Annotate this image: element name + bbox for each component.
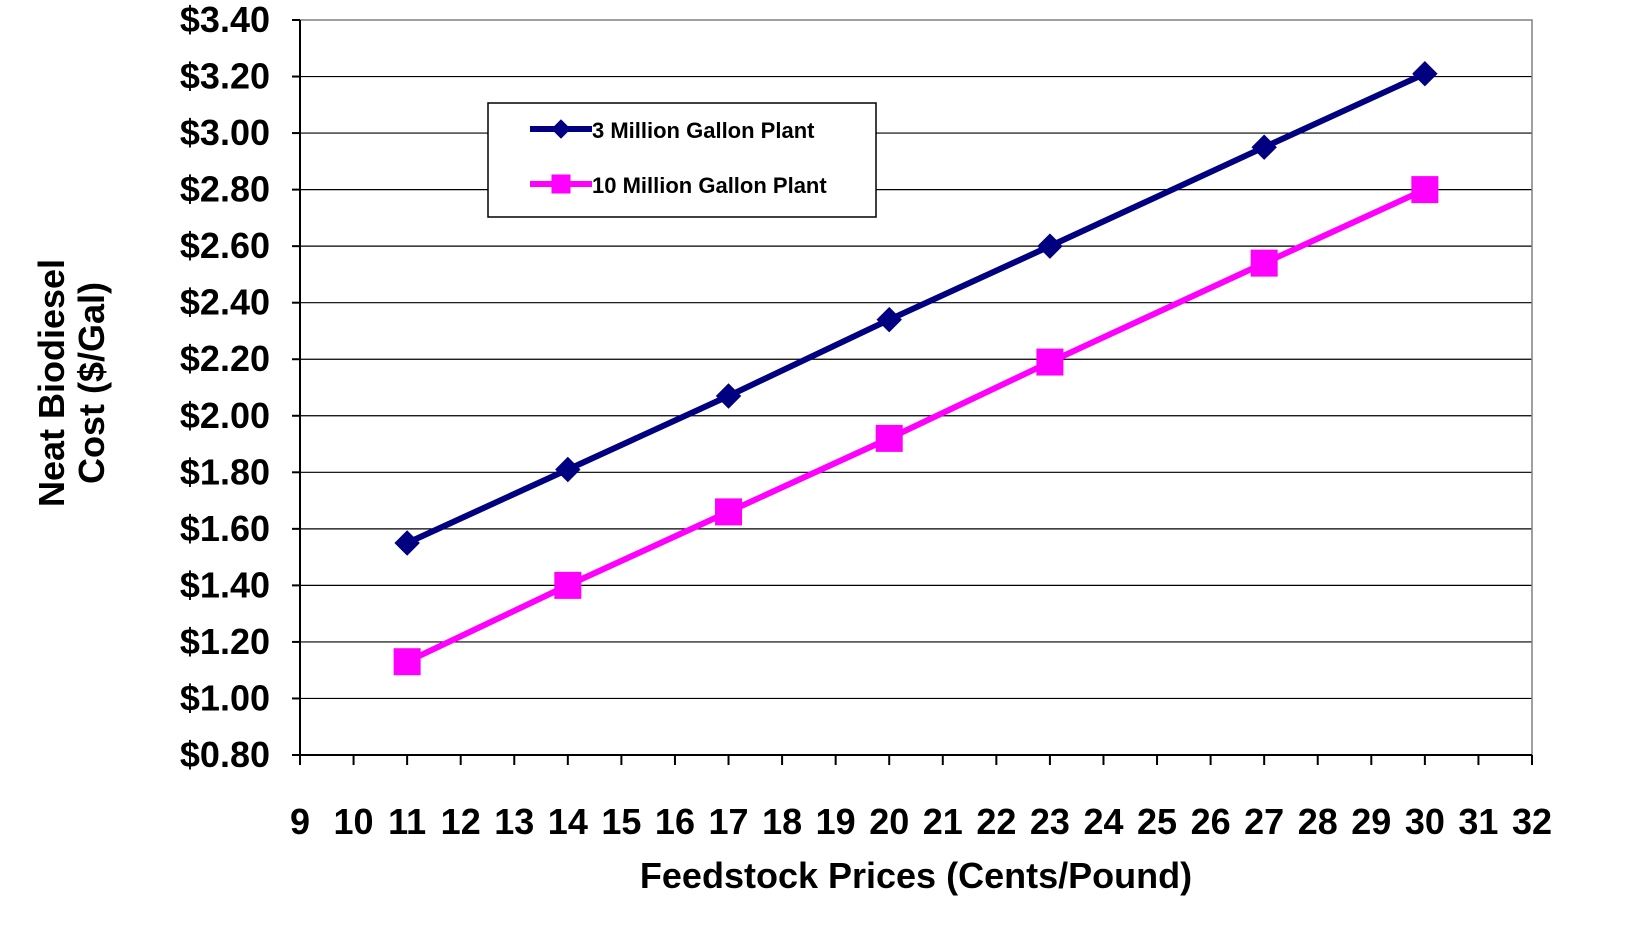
y-tick-label: $2.80 bbox=[180, 169, 270, 210]
data-point-series-2 bbox=[393, 648, 421, 676]
y-tick-label: $2.00 bbox=[180, 395, 270, 436]
x-tick-label: 18 bbox=[762, 801, 802, 842]
y-tick-label: $1.00 bbox=[180, 677, 270, 718]
legend: 3 Million Gallon Plant 10 Million Gallon … bbox=[487, 102, 877, 218]
x-tick-label: 9 bbox=[290, 801, 310, 842]
y-tick-label: $2.40 bbox=[180, 282, 270, 323]
x-tick-label: 12 bbox=[441, 801, 481, 842]
x-tick-label: 17 bbox=[708, 801, 748, 842]
series-layer bbox=[393, 61, 1439, 676]
x-tick-label: 32 bbox=[1512, 801, 1552, 842]
y-tick-label: $3.40 bbox=[180, 0, 270, 40]
data-point-series-2 bbox=[1250, 249, 1278, 277]
data-point-series-2 bbox=[715, 498, 743, 526]
x-tick-label: 13 bbox=[494, 801, 534, 842]
legend-label-2: 10 Million Gallon Plant bbox=[592, 173, 827, 198]
y-tick-label: $2.20 bbox=[180, 338, 270, 379]
x-tick-label: 19 bbox=[816, 801, 856, 842]
y-tick-label: $3.00 bbox=[180, 112, 270, 153]
x-tick-label: 30 bbox=[1405, 801, 1445, 842]
data-point-series-1 bbox=[1251, 134, 1277, 160]
y-axis-ticks: $3.40 $3.20 $3.00 $2.80 $2.60 $2.40 $2.20 $2.00… bbox=[180, 0, 300, 775]
x-tick-label: 11 bbox=[388, 801, 426, 842]
legend-label-1: 3 Million Gallon Plant bbox=[592, 118, 815, 143]
data-point-series-1 bbox=[1037, 233, 1063, 259]
y-tick-label: $0.80 bbox=[180, 734, 270, 775]
y-tick-label: $1.40 bbox=[180, 564, 270, 605]
x-tick-label: 31 bbox=[1458, 801, 1498, 842]
y-tick-label: $3.20 bbox=[180, 56, 270, 97]
data-point-series-1 bbox=[715, 383, 742, 409]
x-axis-ticks: 9 10 11 12 13 14 15 16 17 18 19 20 21 22 23 24 25 26 27 28 2… bbox=[290, 755, 1552, 842]
x-tick-label: 28 bbox=[1298, 801, 1338, 842]
y-axis-title: Neat Biodiesel Cost ($/Gal) bbox=[31, 259, 112, 507]
x-tick-label: 21 bbox=[923, 801, 963, 842]
x-tick-label: 25 bbox=[1137, 801, 1177, 842]
legend-box bbox=[487, 102, 877, 218]
data-point-series-1 bbox=[1412, 61, 1438, 87]
data-point-series-1 bbox=[394, 530, 420, 556]
y-axis-title-line-2: Cost ($/Gal) bbox=[71, 282, 112, 484]
data-point-series-2 bbox=[554, 571, 582, 599]
y-tick-label: $1.20 bbox=[180, 621, 270, 662]
legend-marker-1 bbox=[551, 119, 571, 139]
x-tick-label: 16 bbox=[655, 801, 695, 842]
data-point-series-1 bbox=[555, 456, 581, 483]
x-tick-label: 20 bbox=[869, 801, 909, 842]
data-point-series-2 bbox=[1411, 176, 1439, 204]
x-tick-label: 22 bbox=[976, 801, 1016, 842]
legend-marker-2 bbox=[551, 174, 571, 194]
x-tick-label: 23 bbox=[1030, 801, 1070, 842]
plot-area bbox=[299, 19, 1533, 756]
y-tick-label: $1.60 bbox=[180, 508, 270, 549]
x-tick-label: 14 bbox=[548, 801, 588, 842]
x-axis-title: Feedstock Prices (Cents/Pound) bbox=[640, 855, 1192, 896]
x-tick-label: 24 bbox=[1083, 801, 1123, 842]
x-tick-label: 27 bbox=[1244, 801, 1284, 842]
y-tick-label: $1.80 bbox=[180, 451, 270, 492]
x-tick-label: 29 bbox=[1351, 801, 1391, 842]
x-tick-label: 15 bbox=[601, 801, 641, 842]
gridlines bbox=[300, 75, 1532, 700]
data-point-series-2 bbox=[1036, 348, 1064, 376]
data-point-series-2 bbox=[875, 424, 903, 452]
y-axis-title-line-1: Neat Biodiesel bbox=[31, 259, 72, 507]
x-tick-label: 26 bbox=[1191, 801, 1231, 842]
data-point-series-1 bbox=[876, 306, 902, 333]
y-tick-label: $2.60 bbox=[180, 225, 270, 266]
x-tick-label: 10 bbox=[334, 801, 374, 842]
